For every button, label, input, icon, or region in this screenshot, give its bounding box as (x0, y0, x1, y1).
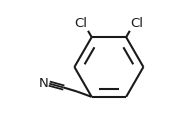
Text: N: N (39, 77, 48, 90)
Text: Cl: Cl (130, 17, 143, 30)
Text: Cl: Cl (74, 17, 87, 30)
